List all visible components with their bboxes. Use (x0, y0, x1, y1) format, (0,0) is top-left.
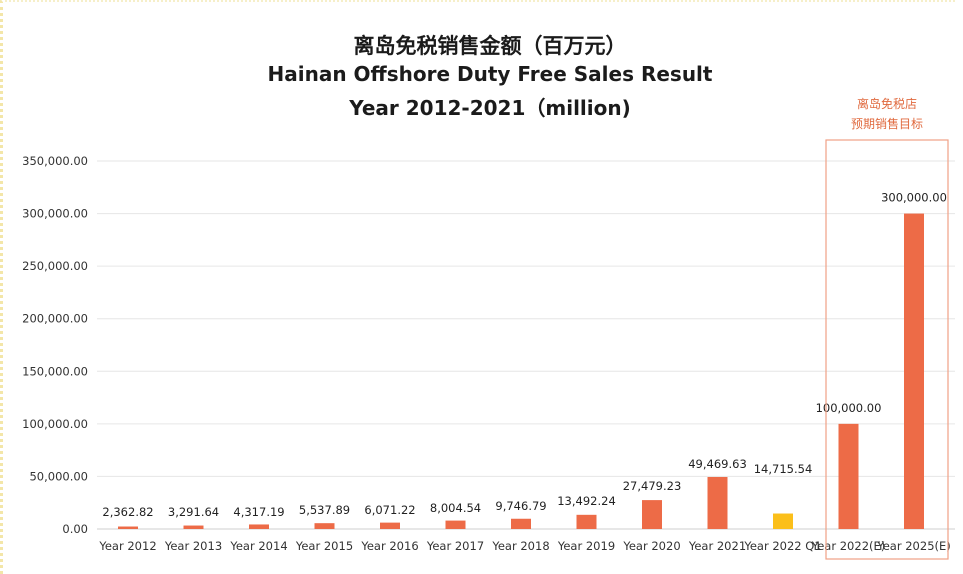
x-tick-label: Year 2017 (426, 539, 484, 553)
x-tick-label: Year 2022(E) (811, 539, 886, 553)
y-tick-label: 300,000.00 (22, 207, 88, 221)
data-label: 100,000.00 (816, 401, 882, 415)
bar (183, 525, 204, 529)
bar (511, 518, 531, 529)
data-label: 13,492.24 (557, 494, 616, 508)
bar (445, 520, 466, 529)
forecast-box (825, 139, 949, 560)
bar (118, 526, 138, 529)
data-label: 49,469.63 (688, 457, 747, 471)
x-tick-label: Year 2014 (229, 539, 287, 553)
data-label: 5,537.89 (299, 503, 350, 517)
data-label: 9,746.79 (495, 499, 546, 513)
x-tick-label: Year 2019 (557, 539, 615, 553)
data-label: 300,000.00 (881, 191, 947, 205)
x-axis-labels: Year 2012 Year 2013 Year 2014 Year 2015 Year… (98, 539, 950, 553)
data-label: 6,071.22 (364, 503, 415, 517)
y-tick-label: 150,000.00 (22, 364, 88, 378)
y-tick-label: 100,000.00 (22, 417, 88, 431)
bar (773, 513, 793, 529)
x-tick-label: Year 2022 Q1 (743, 539, 821, 553)
y-tick-label: 200,000.00 (22, 312, 88, 326)
right-edge (955, 0, 963, 574)
y-tick-label: 0.00 (62, 522, 88, 536)
x-tick-label: Year 2020 (622, 539, 680, 553)
y-tick-label: 350,000.00 (22, 154, 88, 168)
x-tick-label: Year 2013 (164, 539, 222, 553)
x-tick-label: Year 2021 (688, 539, 746, 553)
x-tick-label: Year 2018 (491, 539, 549, 553)
data-label: 4,317.19 (233, 505, 284, 519)
bar (249, 524, 269, 529)
x-tick-label: Year 2025(E) (876, 539, 951, 553)
x-tick-label: Year 2012 (98, 539, 156, 553)
bar (642, 500, 662, 529)
bar (314, 523, 335, 529)
chart-title-en: Hainan Offshore Duty Free Sales Result (267, 62, 713, 86)
annotation-line-1: 离岛免税店 (857, 96, 917, 111)
data-labels: 2,362.82 3,291.64 4,317.19 5,537.89 6,071.22… (102, 191, 947, 519)
x-tick-label: Year 2016 (360, 539, 418, 553)
bar (707, 476, 728, 529)
bars (118, 213, 924, 530)
bar (380, 522, 400, 529)
bar (576, 514, 597, 529)
chart-subtitle: Year 2012-2021（million) (349, 96, 631, 120)
x-tick-label: Year 2015 (295, 539, 353, 553)
data-label: 8,004.54 (430, 501, 481, 515)
y-axis-ticks: 0.00 50,000.00 100,000.00 150,000.00 200,000… (22, 154, 88, 536)
annotation-line-2: 预期销售目标 (851, 116, 923, 131)
data-label: 3,291.64 (168, 505, 219, 519)
y-tick-label: 250,000.00 (22, 259, 88, 273)
data-label: 14,715.54 (754, 462, 813, 476)
chart-title-cn: 离岛免税销售金额（百万元） (353, 34, 627, 58)
y-tick-label: 50,000.00 (29, 469, 88, 483)
data-label: 27,479.23 (623, 479, 682, 493)
bar (838, 423, 859, 529)
data-label: 2,362.82 (102, 505, 153, 519)
bar (904, 213, 924, 530)
